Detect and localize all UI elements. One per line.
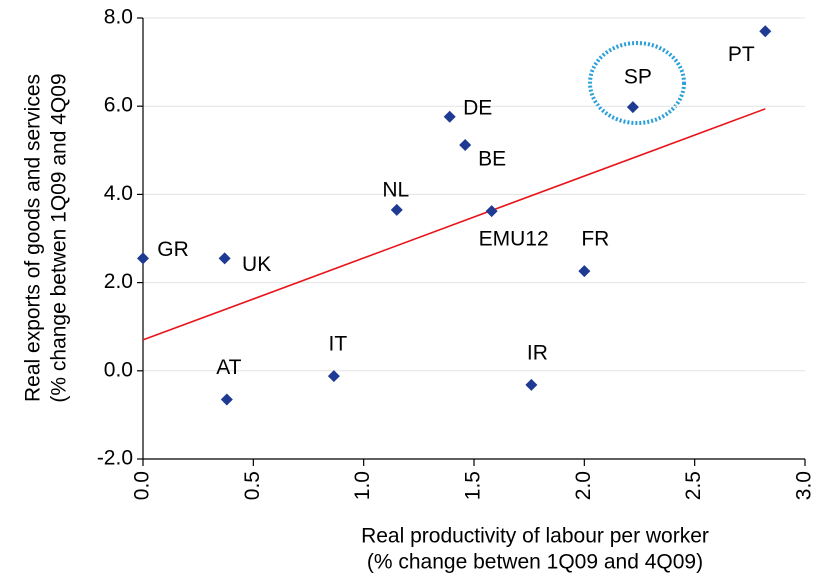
x-tick-label: 3.0 [793,471,816,500]
x-tick-label: 2.5 [682,471,705,500]
y-tick-label: -2.0 [97,447,133,470]
trend-line [142,108,766,341]
point [578,265,591,278]
point [327,370,340,383]
x-tick-label: 0.0 [131,471,154,500]
point-label: FR [581,228,609,251]
point-label: IT [329,333,348,356]
y-axis-title: Real exports of goods and services [22,74,45,402]
y-tick-label: 8.0 [104,6,133,29]
point-label: PT [728,43,755,66]
y-tick-label: 0.0 [104,358,133,381]
point-label: SP [624,66,652,89]
point [390,203,403,216]
point [525,378,538,391]
point-label: AT [216,356,241,379]
x-tick-label: 1.5 [462,471,485,500]
point-label: GR [157,238,189,261]
point-label: BE [478,148,506,171]
point-label: IR [527,341,548,364]
point [759,25,772,38]
y-axis-title: (% change betwen 1Q09 and 4Q09 [48,73,71,402]
x-tick-label: 2.0 [572,471,595,500]
point-label: DE [463,96,492,119]
point [137,252,149,265]
x-axis-title: (% change betwen 1Q09 and 4Q09) [367,551,703,574]
x-axis-title: Real productivity of labour per worker [361,525,709,548]
point-label: NL [382,178,409,201]
x-tick-label: 0.5 [241,471,264,500]
point [459,139,472,152]
point-label: EMU12 [479,228,549,251]
x-tick-label: 1.0 [351,471,374,500]
point [443,110,456,123]
highlight-circle [588,41,686,125]
y-tick-label: 6.0 [104,94,133,117]
point [626,101,639,114]
point [218,252,231,265]
point-label: UK [242,253,271,276]
point [485,205,498,218]
y-tick-label: 2.0 [104,270,133,293]
y-tick-label: 4.0 [104,182,133,205]
point [220,393,233,406]
